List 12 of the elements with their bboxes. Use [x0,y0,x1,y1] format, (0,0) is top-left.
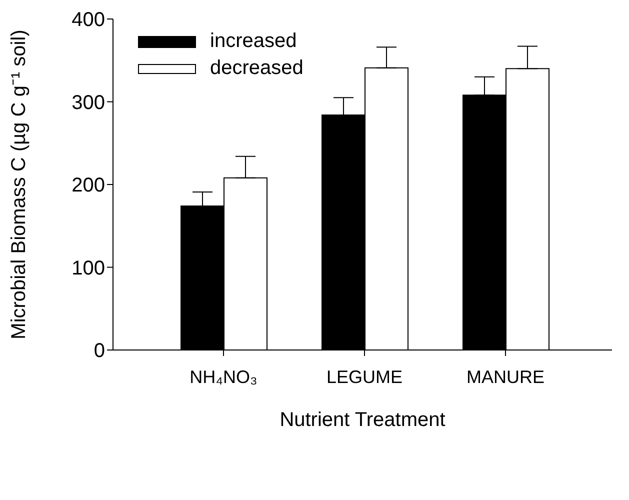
x-tick-label: LEGUME [326,366,403,387]
y-tick-label: 0 [94,340,105,362]
y-tick-label: 300 [72,92,105,114]
x-tick-label: MANURE [466,366,545,387]
x-tick-label: NH₄NO₃ [190,366,258,387]
y-axis-title: Microbial Biomass C (µg C g⁻¹ soil) [8,30,30,340]
y-tick-label: 200 [72,174,105,197]
legend-label: decreased [210,57,304,80]
y-tick-label: 100 [72,257,105,280]
y-tick-label: 400 [72,9,105,32]
x-axis-title: Nutrient Treatment [280,409,446,431]
legend-label: increased [210,30,297,53]
